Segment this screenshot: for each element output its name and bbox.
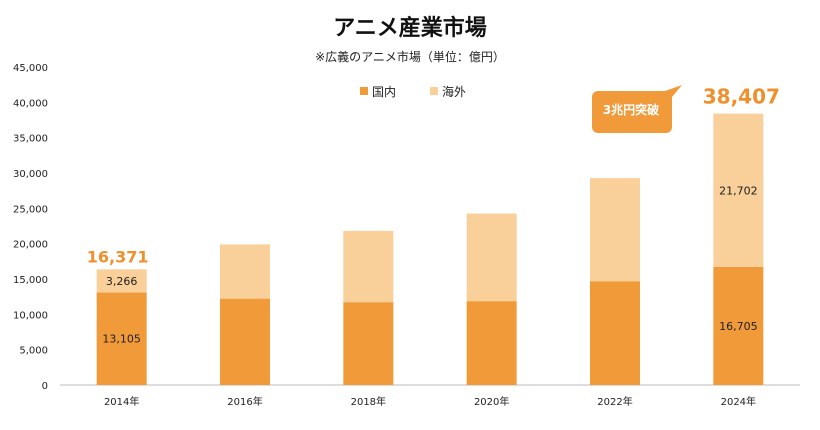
legend-swatch (360, 87, 368, 95)
total-label: 38,407 (703, 85, 780, 109)
bar-domestic (590, 281, 640, 385)
callout-text: 3兆円突破 (603, 102, 659, 117)
y-tick-label: 30,000 (13, 169, 48, 180)
y-tick-label: 45,000 (13, 63, 48, 74)
y-tick-label: 10,000 (13, 310, 48, 321)
bar-overseas (713, 113, 764, 267)
bar-overseas (590, 178, 640, 282)
x-tick-label: 2022年 (597, 395, 632, 408)
bar-domestic (713, 266, 764, 385)
y-tick-label: 25,000 (13, 204, 48, 215)
y-tick-label: 5,000 (19, 346, 48, 357)
legend-label: 海外 (442, 84, 466, 99)
x-tick-label: 2018年 (351, 395, 386, 408)
y-tick-label: 0 (42, 381, 48, 392)
chart-subtitle: ※広義のアニメ市場（単位：億円） (315, 50, 505, 64)
bar-overseas (466, 213, 517, 302)
data-label: 13,105 (102, 333, 141, 346)
x-tick-label: 2016年 (227, 395, 262, 408)
bar-overseas (343, 230, 394, 303)
x-tick-label: 2024年 (721, 395, 756, 408)
legend-label: 国内 (372, 85, 396, 99)
data-label: 3,266 (106, 275, 138, 288)
legend-swatch (430, 87, 438, 95)
bar-domestic (343, 302, 394, 385)
data-label: 16,705 (719, 320, 758, 333)
x-tick-label: 2014年 (104, 395, 139, 408)
bar-domestic (466, 301, 517, 385)
bar-domestic (96, 292, 147, 385)
bar-domestic (220, 298, 270, 385)
y-tick-label: 15,000 (13, 275, 48, 286)
total-label: 16,371 (87, 247, 149, 266)
y-tick-label: 35,000 (13, 134, 48, 145)
chart-title: アニメ産業市場 (333, 16, 487, 41)
y-tick-label: 40,000 (13, 98, 48, 109)
data-label: 21,702 (719, 184, 758, 197)
x-tick-label: 2020年 (474, 395, 509, 408)
bar-overseas (96, 269, 147, 293)
bar-overseas (220, 244, 270, 299)
callout-bubble (592, 85, 682, 133)
y-tick-label: 20,000 (13, 240, 48, 251)
